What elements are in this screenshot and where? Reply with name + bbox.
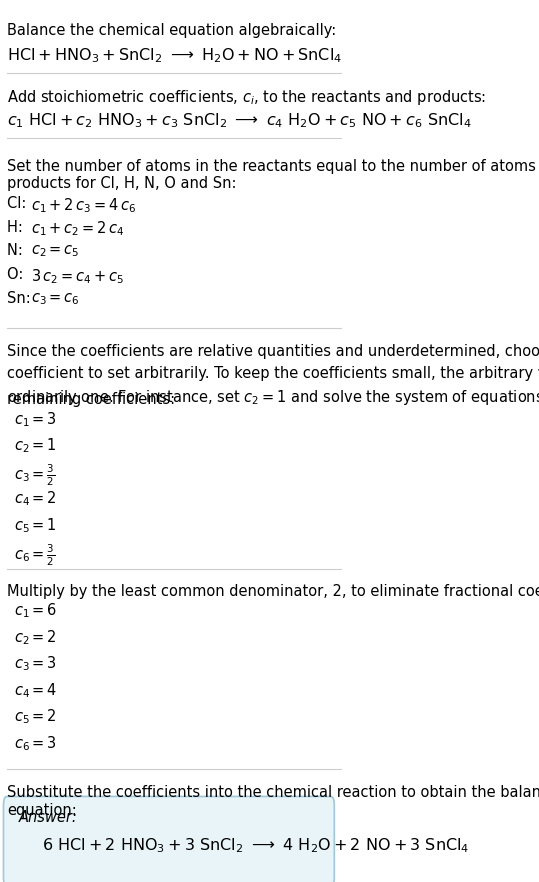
Text: $c_6 = \frac{3}{2}$: $c_6 = \frac{3}{2}$ <box>14 542 56 568</box>
Text: $c_2 = c_5$: $c_2 = c_5$ <box>31 243 80 259</box>
Text: Since the coefficients are relative quantities and underdetermined, choose a
coe: Since the coefficients are relative quan… <box>7 344 539 407</box>
Text: $c_1 + c_2 = 2\,c_4$: $c_1 + c_2 = 2\,c_4$ <box>31 220 125 238</box>
Text: $c_5 = 2$: $c_5 = 2$ <box>14 707 57 726</box>
FancyBboxPatch shape <box>3 796 334 882</box>
Text: $c_3 = \frac{3}{2}$: $c_3 = \frac{3}{2}$ <box>14 463 56 489</box>
Text: O:: O: <box>7 267 28 282</box>
Text: equation:: equation: <box>7 803 77 818</box>
Text: Cl:: Cl: <box>7 196 31 211</box>
Text: products for Cl, H, N, O and Sn:: products for Cl, H, N, O and Sn: <box>7 176 237 191</box>
Text: remaining coefficients:: remaining coefficients: <box>7 392 175 407</box>
Text: $c_1 = 6$: $c_1 = 6$ <box>14 602 57 620</box>
Text: $c_1 + 2\,c_3 = 4\,c_6$: $c_1 + 2\,c_3 = 4\,c_6$ <box>31 196 136 214</box>
Text: Add stoichiometric coefficients, $c_i$, to the reactants and products:: Add stoichiometric coefficients, $c_i$, … <box>7 88 486 108</box>
Text: $c_3 = c_6$: $c_3 = c_6$ <box>31 291 80 307</box>
Text: Sn:: Sn: <box>7 291 36 306</box>
Text: $\mathrm{6\ HCl + 2\ HNO_3 + 3\ SnCl_2\ \longrightarrow\ 4\ H_2O + 2\ NO + 3\ Sn: $\mathrm{6\ HCl + 2\ HNO_3 + 3\ SnCl_2\ … <box>42 836 469 855</box>
Text: $c_2 = 1$: $c_2 = 1$ <box>14 437 57 455</box>
Text: $c_1\ \mathrm{HCl} + c_2\ \mathrm{HNO_3} + c_3\ \mathrm{SnCl_2}\ \longrightarrow: $c_1\ \mathrm{HCl} + c_2\ \mathrm{HNO_3}… <box>7 111 472 130</box>
Text: N:: N: <box>7 243 27 258</box>
Text: $c_3 = 3$: $c_3 = 3$ <box>14 654 57 673</box>
Text: $c_4 = 2$: $c_4 = 2$ <box>14 490 57 508</box>
Text: H:: H: <box>7 220 27 235</box>
Text: Substitute the coefficients into the chemical reaction to obtain the balanced: Substitute the coefficients into the che… <box>7 785 539 800</box>
Text: $3\,c_2 = c_4 + c_5$: $3\,c_2 = c_4 + c_5$ <box>31 267 125 286</box>
Text: $\mathrm{HCl + HNO_3 + SnCl_2\ \longrightarrow\ H_2O + NO + SnCl_4}$: $\mathrm{HCl + HNO_3 + SnCl_2\ \longrigh… <box>7 46 342 64</box>
Text: Multiply by the least common denominator, 2, to eliminate fractional coefficient: Multiply by the least common denominator… <box>7 584 539 599</box>
Text: Answer:: Answer: <box>19 810 78 825</box>
Text: $c_5 = 1$: $c_5 = 1$ <box>14 516 57 534</box>
Text: $c_2 = 2$: $c_2 = 2$ <box>14 628 57 647</box>
Text: $c_1 = 3$: $c_1 = 3$ <box>14 410 57 429</box>
Text: Balance the chemical equation algebraically:: Balance the chemical equation algebraica… <box>7 23 336 38</box>
Text: $c_4 = 4$: $c_4 = 4$ <box>14 681 57 699</box>
Text: Set the number of atoms in the reactants equal to the number of atoms in the: Set the number of atoms in the reactants… <box>7 159 539 174</box>
Text: $c_6 = 3$: $c_6 = 3$ <box>14 734 57 752</box>
